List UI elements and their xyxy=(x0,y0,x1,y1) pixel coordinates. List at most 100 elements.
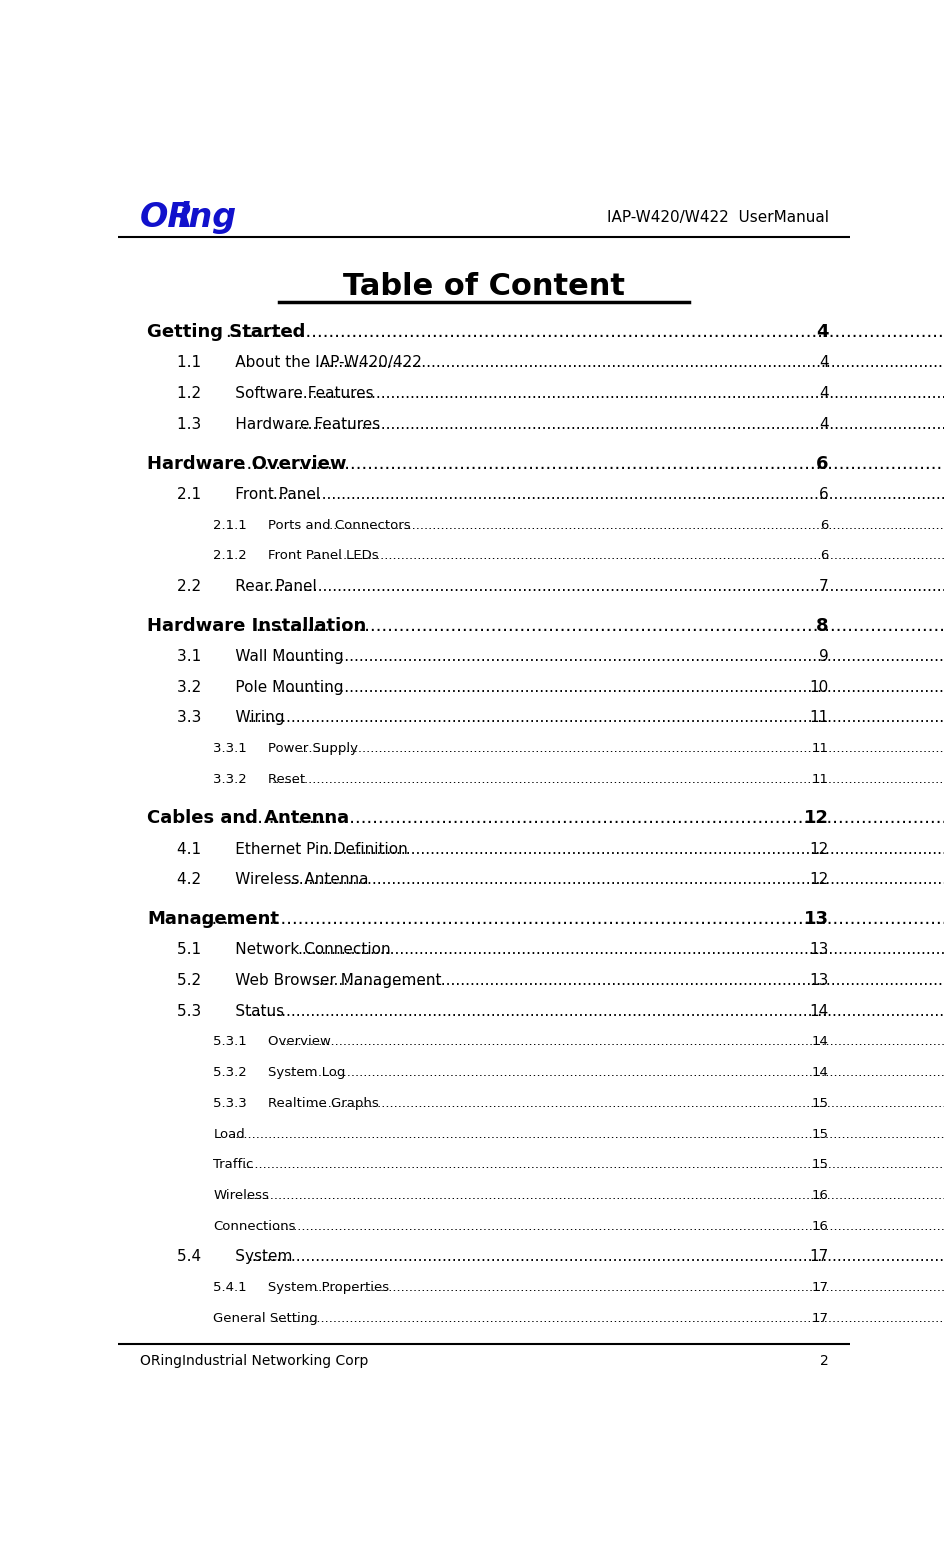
Text: ................................................................................: ........................................… xyxy=(245,1190,944,1202)
Text: 5.4       System: 5.4 System xyxy=(177,1250,292,1264)
Text: 12: 12 xyxy=(808,873,828,887)
Text: 13: 13 xyxy=(802,910,828,927)
Text: 2.2       Rear Panel: 2.2 Rear Panel xyxy=(177,579,316,593)
Text: 9: 9 xyxy=(818,649,828,663)
Text: ................................................................................: ........................................… xyxy=(294,387,944,401)
Text: ................................................................................: ........................................… xyxy=(247,710,944,725)
Text: 5.4.1     System Properties: 5.4.1 System Properties xyxy=(213,1281,389,1294)
Text: 6: 6 xyxy=(818,486,828,502)
Text: ................................................................................: ........................................… xyxy=(289,873,944,887)
Text: 8: 8 xyxy=(815,617,828,635)
Text: 11: 11 xyxy=(808,710,828,725)
Text: Traffic: Traffic xyxy=(213,1159,253,1171)
Text: OR: OR xyxy=(140,200,194,235)
Text: 5.2       Web Browser Management: 5.2 Web Browser Management xyxy=(177,972,441,988)
Text: 5.3       Status: 5.3 Status xyxy=(177,1003,283,1019)
Text: ................................................................................: ........................................… xyxy=(311,550,944,562)
Text: ................................................................................: ........................................… xyxy=(294,416,944,432)
Text: 7: 7 xyxy=(818,579,828,593)
Text: 14: 14 xyxy=(811,1036,828,1048)
Text: 14: 14 xyxy=(808,1003,828,1019)
Text: 1.1       About the IAP-W420/422: 1.1 About the IAP-W420/422 xyxy=(177,356,421,371)
Text: 2: 2 xyxy=(818,1354,828,1368)
Text: 10: 10 xyxy=(808,680,828,694)
Text: 4.2       Wireless Antenna: 4.2 Wireless Antenna xyxy=(177,873,368,887)
Text: ing: ing xyxy=(178,200,237,235)
Text: 13: 13 xyxy=(808,943,828,957)
Text: 16: 16 xyxy=(811,1190,828,1202)
Text: ................................................................................: ........................................… xyxy=(307,1096,944,1110)
Text: 15: 15 xyxy=(811,1159,828,1171)
Text: 6: 6 xyxy=(819,550,828,562)
Text: 15: 15 xyxy=(811,1096,828,1110)
Text: ................................................................................: ........................................… xyxy=(282,1036,944,1048)
Text: ................................................................................: ........................................… xyxy=(271,1312,944,1325)
Text: 3.2       Pole Mounting: 3.2 Pole Mounting xyxy=(177,680,343,694)
Text: ................................................................................: ........................................… xyxy=(314,1281,944,1294)
Text: 5.1       Network Connection: 5.1 Network Connection xyxy=(177,943,390,957)
Text: ................................................................................: ........................................… xyxy=(255,617,944,635)
Text: 3.3.1     Power Supply: 3.3.1 Power Supply xyxy=(213,742,358,755)
Text: 17: 17 xyxy=(808,1250,828,1264)
Text: ................................................................................: ........................................… xyxy=(277,649,944,663)
Text: ................................................................................: ........................................… xyxy=(297,943,944,957)
Text: 13: 13 xyxy=(808,972,828,988)
Text: 1.2       Software Features: 1.2 Software Features xyxy=(177,387,373,401)
Text: 17: 17 xyxy=(811,1312,828,1325)
Text: 4: 4 xyxy=(818,387,828,401)
Text: ................................................................................: ........................................… xyxy=(225,323,944,342)
Text: 3.3.2     Reset: 3.3.2 Reset xyxy=(213,773,305,786)
Text: 11: 11 xyxy=(811,742,828,755)
Text: Wireless: Wireless xyxy=(213,1190,269,1202)
Text: 5.3.1     Overview: 5.3.1 Overview xyxy=(213,1036,330,1048)
Text: ................................................................................: ........................................… xyxy=(235,455,944,472)
Text: ................................................................................: ........................................… xyxy=(314,972,944,988)
Text: ................................................................................: ........................................… xyxy=(318,842,944,857)
Text: ................................................................................: ........................................… xyxy=(271,773,944,786)
Text: IAP-W420/W422  UserManual: IAP-W420/W422 UserManual xyxy=(606,210,828,225)
Text: ................................................................................: ........................................… xyxy=(231,1127,944,1140)
Text: 4: 4 xyxy=(816,323,828,342)
Text: ................................................................................: ........................................… xyxy=(242,1159,944,1171)
Text: ................................................................................: ........................................… xyxy=(247,1003,944,1019)
Text: 6: 6 xyxy=(816,455,828,472)
Text: 16: 16 xyxy=(811,1219,828,1233)
Text: 2.1.2     Front Panel LEDs: 2.1.2 Front Panel LEDs xyxy=(213,550,379,562)
Text: 5.3.2     System Log: 5.3.2 System Log xyxy=(213,1065,346,1079)
Text: ................................................................................: ........................................… xyxy=(268,486,944,502)
Text: Load: Load xyxy=(213,1127,244,1140)
Text: General Setting: General Setting xyxy=(213,1312,318,1325)
Text: 4: 4 xyxy=(818,356,828,371)
Text: Table of Content: Table of Content xyxy=(343,272,625,301)
Text: 17: 17 xyxy=(811,1281,828,1294)
Text: 1.3       Hardware Features: 1.3 Hardware Features xyxy=(177,416,379,432)
Text: ................................................................................: ........................................… xyxy=(264,579,944,593)
Text: Hardware Overview: Hardware Overview xyxy=(147,455,346,472)
Text: 3.1       Wall Mounting: 3.1 Wall Mounting xyxy=(177,649,343,663)
Text: Getting Started: Getting Started xyxy=(147,323,306,342)
Text: ................................................................................: ........................................… xyxy=(289,1065,944,1079)
Text: ................................................................................: ........................................… xyxy=(200,910,944,927)
Text: ................................................................................: ........................................… xyxy=(257,1219,944,1233)
Text: ................................................................................: ........................................… xyxy=(314,356,944,371)
Text: 2.1       Front Panel: 2.1 Front Panel xyxy=(177,486,319,502)
Text: ................................................................................: ........................................… xyxy=(240,809,944,828)
Text: 15: 15 xyxy=(811,1127,828,1140)
Text: Cables and Antenna: Cables and Antenna xyxy=(147,809,349,828)
Text: 12: 12 xyxy=(808,842,828,857)
Text: ORingIndustrial Networking Corp: ORingIndustrial Networking Corp xyxy=(140,1354,368,1368)
Text: 5.3.3     Realtime Graphs: 5.3.3 Realtime Graphs xyxy=(213,1096,379,1110)
Text: ................................................................................: ........................................… xyxy=(247,1250,944,1264)
Text: 12: 12 xyxy=(802,809,828,828)
Text: Hardware Installation: Hardware Installation xyxy=(147,617,366,635)
Text: Connections: Connections xyxy=(213,1219,295,1233)
Text: 4.1       Ethernet Pin Definition: 4.1 Ethernet Pin Definition xyxy=(177,842,407,857)
Text: ................................................................................: ........................................… xyxy=(325,519,944,531)
Text: ................................................................................: ........................................… xyxy=(277,680,944,694)
Text: Management: Management xyxy=(147,910,279,927)
Text: 14: 14 xyxy=(811,1065,828,1079)
Text: 6: 6 xyxy=(819,519,828,531)
Text: 3.3       Wiring: 3.3 Wiring xyxy=(177,710,284,725)
Text: 2.1.1     Ports and Connectors: 2.1.1 Ports and Connectors xyxy=(213,519,411,531)
Text: 11: 11 xyxy=(811,773,828,786)
